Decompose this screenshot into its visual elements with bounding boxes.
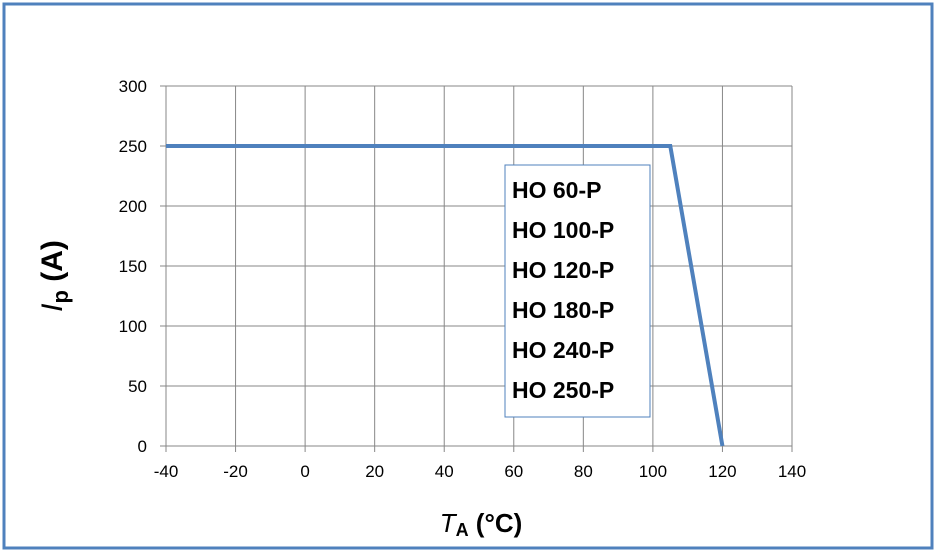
annotation-box [504,164,651,418]
x-axis-label-symbol: T [440,508,458,538]
y-tick-label: 0 [138,437,147,456]
x-axis-label-subscript: A [456,520,469,540]
annotation-line: HO 250-P [512,377,614,403]
x-tick-label: -40 [154,462,179,481]
annotation-line: HO 100-P [512,217,614,243]
chart-border [2,2,934,550]
x-axis-label: TA (°C) [440,508,523,540]
y-axis-label-symbol: I [36,304,69,312]
x-axis-label-unit: (°C) [469,508,523,538]
y-tick-label: 300 [119,77,147,96]
y-axis-label-unit: (A) [36,240,69,290]
y-axis-label-subscript: p [48,290,73,303]
x-tick-label: -20 [223,462,248,481]
x-tick-label: 20 [365,462,384,481]
annotation-line: HO 60-P [512,177,601,203]
x-tick-label: 100 [639,462,667,481]
x-tick-label: 60 [504,462,523,481]
y-tick-label: 50 [128,377,147,396]
annotation-line: HO 120-P [512,257,614,283]
x-tick-label: 40 [435,462,454,481]
y-tick-label: 250 [119,137,147,156]
annotation-line: HO 240-P [512,337,614,363]
x-tick-label: 120 [708,462,736,481]
x-tick-label: 0 [300,462,309,481]
y-tick-label: 200 [119,197,147,216]
series-line [166,144,725,447]
x-tick-label: 140 [778,462,806,481]
y-axis-label: Ip (A) [36,240,73,312]
annotation-layer: HO 60-P HO 100-P HO 120-P HO 180-P HO 240-P H… [504,164,651,418]
series-layer [166,144,725,447]
x-tick-label: 80 [574,462,593,481]
label-layer: TA (°C) Ip (A) [36,240,522,540]
y-tick-label: 100 [119,317,147,336]
annotation-line: HO 180-P [512,297,614,323]
tick-layer: -40 -20 0 20 40 60 80 100 120 140 0 50 100 150 200 250 3… [119,77,807,481]
y-tick-label: 150 [119,257,147,276]
